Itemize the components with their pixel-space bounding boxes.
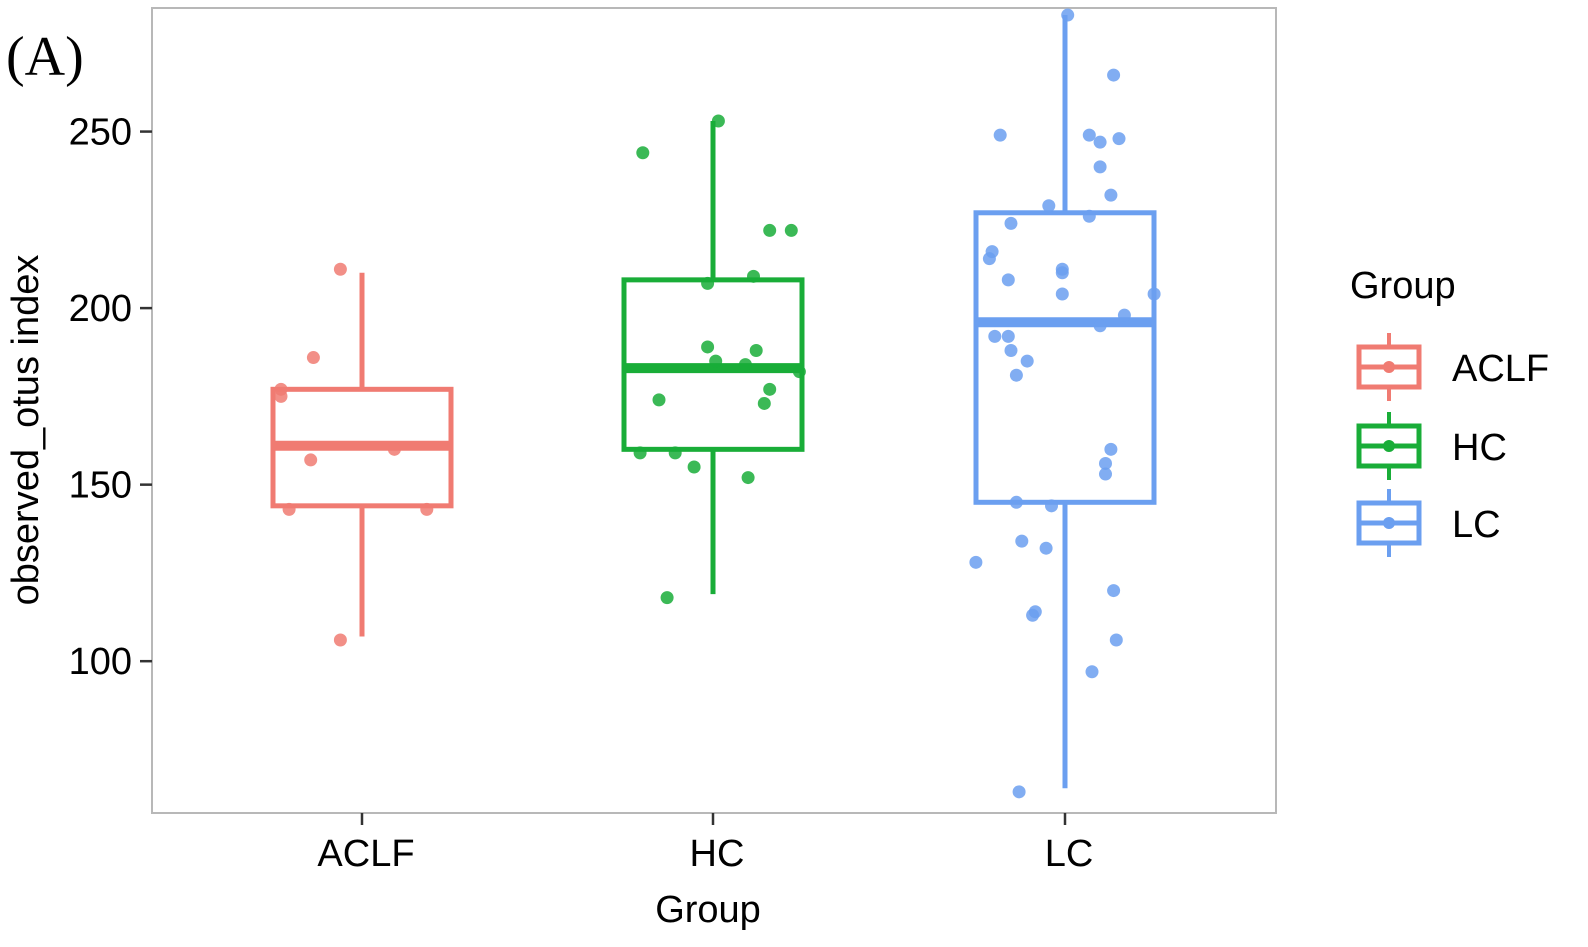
panel-label: (A) bbox=[6, 26, 84, 88]
data-point-lc bbox=[1147, 287, 1161, 301]
data-point-lc bbox=[1112, 132, 1126, 146]
x-tick-label: LC bbox=[1045, 833, 1094, 875]
legend-label-aclf: ACLF bbox=[1452, 348, 1549, 390]
y-tick-label: 200 bbox=[69, 288, 132, 330]
x-tick-label: ACLF bbox=[317, 833, 414, 875]
data-point-hc bbox=[738, 358, 752, 372]
boxplot-hc bbox=[621, 120, 805, 595]
data-point-lc bbox=[1093, 319, 1107, 333]
data-point-lc bbox=[1093, 135, 1107, 149]
data-point-lc bbox=[1015, 534, 1029, 548]
y-axis: 100 150 200 250 bbox=[69, 112, 152, 683]
box bbox=[973, 210, 1157, 505]
data-point-hc bbox=[633, 446, 647, 460]
y-tick-label: 250 bbox=[69, 112, 132, 154]
data-point-hc bbox=[701, 340, 715, 354]
data-point-lc bbox=[1099, 456, 1112, 470]
data-point-lc bbox=[1045, 499, 1058, 513]
legend-key-point bbox=[1383, 517, 1395, 529]
data-point-lc bbox=[1001, 329, 1015, 343]
legend-key-lc bbox=[1356, 489, 1422, 557]
data-point-lc bbox=[1020, 354, 1034, 368]
data-point-hc bbox=[747, 269, 760, 283]
legend-label-lc: LC bbox=[1452, 504, 1501, 546]
data-point-aclf bbox=[306, 351, 320, 365]
data-point-hc bbox=[757, 396, 771, 410]
data-point-lc bbox=[1109, 633, 1123, 647]
legend: Group ACLF HC LC bbox=[1350, 265, 1549, 557]
boxplot-aclf bbox=[270, 272, 454, 637]
data-point-lc bbox=[1004, 343, 1018, 357]
boxplot-lc bbox=[973, 15, 1157, 789]
data-point-hc bbox=[711, 114, 725, 128]
data-point-hc bbox=[701, 276, 715, 290]
data-point-aclf bbox=[333, 633, 347, 647]
data-point-lc bbox=[1082, 128, 1096, 142]
data-point-lc bbox=[1004, 216, 1018, 230]
data-point-hc bbox=[687, 460, 701, 474]
data-point-lc bbox=[982, 252, 996, 266]
data-point-aclf bbox=[420, 502, 434, 516]
data-point-lc bbox=[988, 329, 1002, 343]
data-point-hc bbox=[652, 393, 666, 407]
data-point-lc bbox=[1117, 308, 1131, 322]
x-tick-label: HC bbox=[690, 833, 745, 875]
data-point-aclf bbox=[333, 262, 347, 276]
legend-key-point bbox=[1383, 440, 1395, 452]
y-tick-label: 100 bbox=[69, 641, 132, 683]
data-point-hc bbox=[763, 223, 777, 237]
jitter-points bbox=[274, 8, 1161, 799]
x-axis-title: Group bbox=[655, 889, 761, 931]
data-point-lc bbox=[1026, 608, 1040, 622]
legend-key-aclf bbox=[1356, 333, 1422, 401]
data-point-hc bbox=[660, 591, 674, 605]
data-point-lc bbox=[1061, 8, 1075, 22]
data-point-lc bbox=[969, 555, 983, 569]
data-point-lc bbox=[1001, 273, 1015, 287]
data-point-lc bbox=[1042, 199, 1056, 213]
data-point-lc bbox=[1009, 368, 1023, 382]
data-point-lc bbox=[1055, 287, 1069, 301]
y-axis-title: observed_otus index bbox=[5, 255, 47, 606]
data-point-hc bbox=[784, 223, 798, 237]
data-point-hc bbox=[763, 382, 777, 396]
boxplots bbox=[270, 15, 1157, 789]
data-point-hc bbox=[749, 343, 763, 357]
data-point-hc bbox=[741, 471, 755, 485]
data-point-hc bbox=[792, 365, 806, 379]
data-point-hc bbox=[636, 146, 650, 160]
data-point-lc bbox=[1099, 467, 1112, 481]
data-point-aclf bbox=[282, 502, 296, 516]
data-point-lc bbox=[1055, 266, 1069, 280]
data-point-lc bbox=[1012, 785, 1026, 799]
data-point-hc bbox=[668, 446, 682, 460]
legend-key-point bbox=[1383, 361, 1395, 373]
data-point-lc bbox=[1082, 209, 1096, 223]
data-point-lc bbox=[1107, 584, 1121, 598]
x-axis: ACLF HC LC bbox=[317, 813, 1093, 875]
data-point-lc bbox=[1085, 665, 1099, 679]
data-point-lc bbox=[1104, 442, 1118, 456]
data-point-lc bbox=[1009, 495, 1023, 509]
data-point-aclf bbox=[387, 442, 401, 456]
y-tick-label: 150 bbox=[69, 465, 132, 507]
legend-title: Group bbox=[1350, 265, 1456, 307]
legend-key-hc bbox=[1356, 412, 1422, 480]
data-point-lc bbox=[993, 128, 1007, 142]
data-point-lc bbox=[1093, 160, 1107, 174]
data-point-lc bbox=[1107, 68, 1121, 82]
data-point-lc bbox=[1104, 188, 1118, 202]
data-point-aclf bbox=[304, 453, 318, 467]
data-point-lc bbox=[1039, 541, 1053, 555]
legend-label-hc: HC bbox=[1452, 427, 1507, 469]
data-point-hc bbox=[709, 354, 723, 368]
data-point-aclf bbox=[274, 389, 288, 403]
